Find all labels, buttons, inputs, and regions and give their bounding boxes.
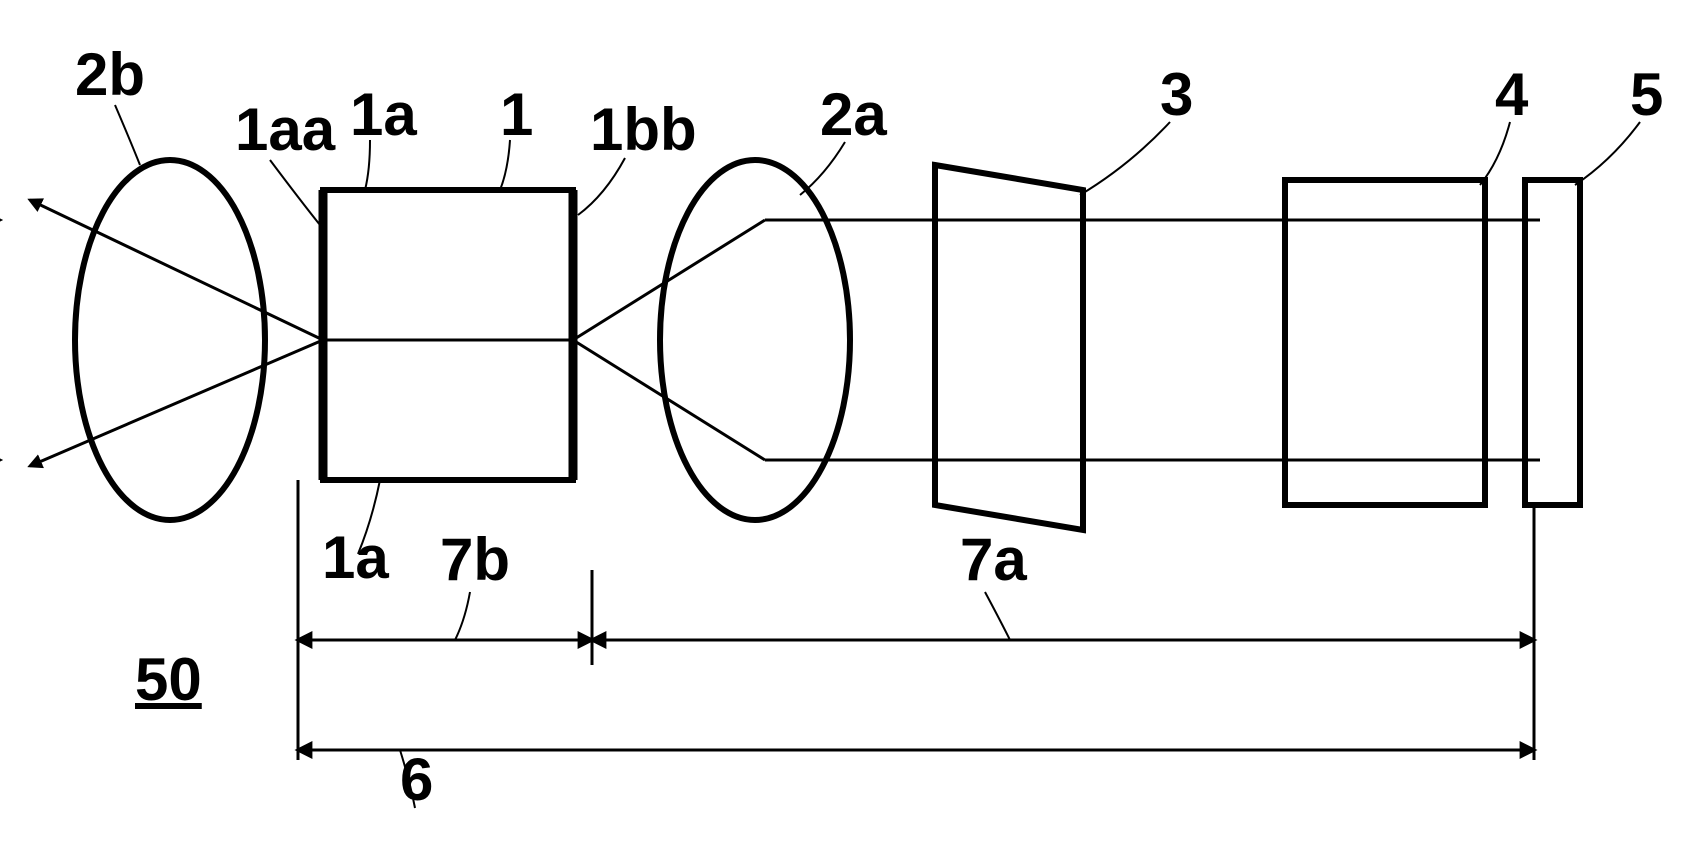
leader-4 — [578, 158, 625, 215]
label-l6: 6 — [400, 746, 433, 813]
lens-2b — [75, 160, 265, 520]
leader-0 — [115, 105, 140, 165]
leader-6 — [1080, 122, 1170, 195]
label-l2a: 2a — [820, 81, 887, 148]
leader-8 — [1575, 122, 1640, 185]
label-l7a: 7a — [960, 526, 1027, 593]
label-l1: 1 — [500, 81, 533, 148]
lens-2a — [660, 160, 850, 520]
leader-7 — [1480, 122, 1510, 185]
label-l50: 50 — [135, 646, 202, 713]
label-l2b: 2b — [75, 41, 145, 108]
ray-upper-diverge — [573, 220, 765, 340]
label-l1aa: 1aa — [235, 96, 336, 163]
block-1 — [323, 190, 573, 480]
label-l7b: 7b — [440, 526, 510, 593]
label-l1a: 1a — [350, 81, 417, 148]
label-l1a_bottom: 1a — [322, 524, 389, 591]
label-l5: 5 — [1630, 61, 1663, 128]
ray-lower-diverge — [573, 340, 765, 460]
leader-10 — [455, 592, 470, 640]
label-l1bb: 1bb — [590, 96, 697, 163]
label-l4: 4 — [1495, 61, 1529, 128]
leader-11 — [985, 592, 1010, 640]
label-l3: 3 — [1160, 61, 1193, 128]
leader-1 — [270, 160, 320, 225]
block-4 — [1285, 180, 1485, 505]
block-5 — [1525, 180, 1580, 505]
